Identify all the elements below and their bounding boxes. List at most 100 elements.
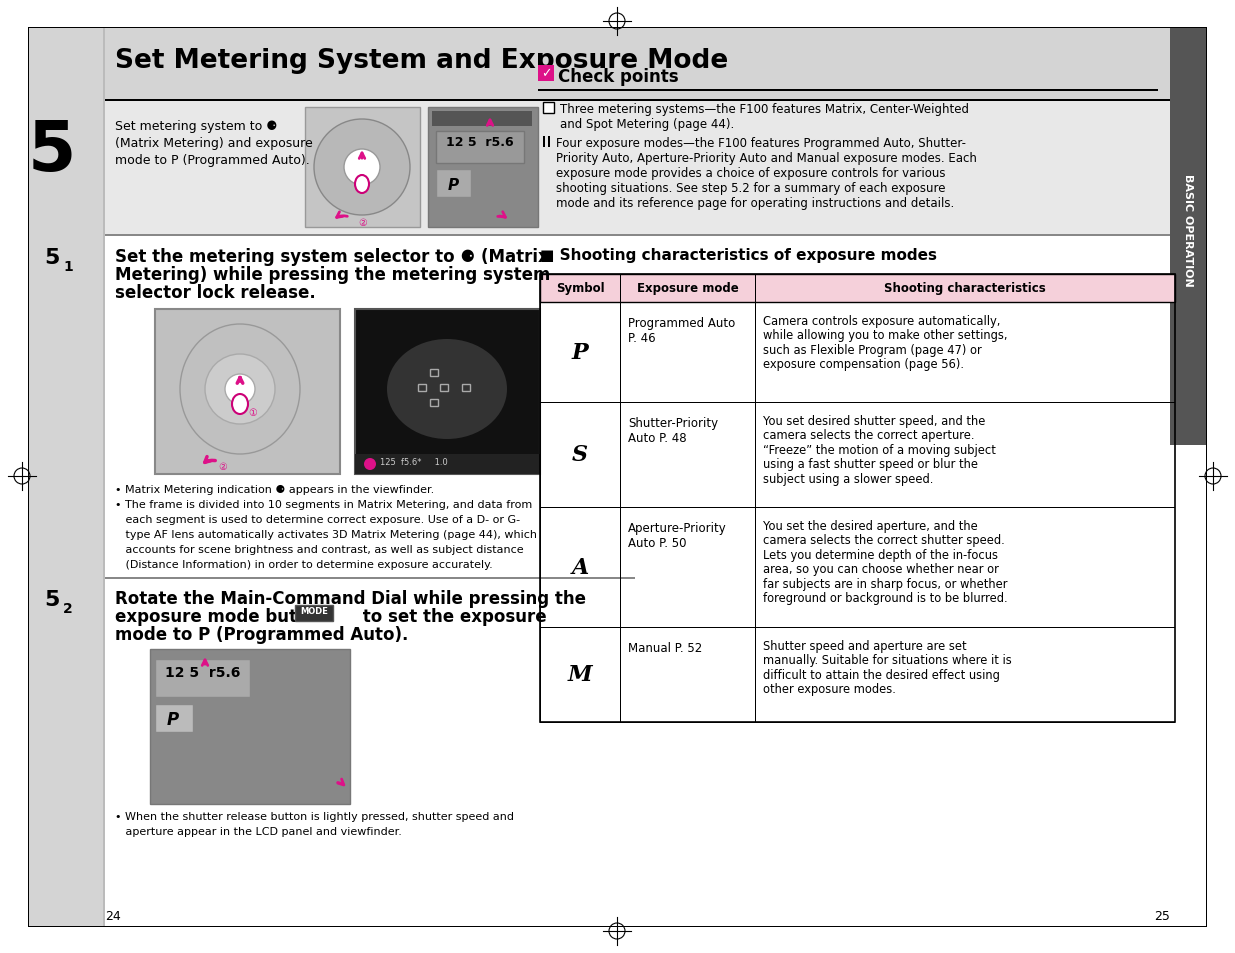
Text: subject using a slower speed.: subject using a slower speed. [763,473,934,485]
Bar [538,66,555,82]
Text: 24: 24 [105,909,121,923]
Ellipse shape [354,175,369,193]
Text: Lets you determine depth of the in-focus: Lets you determine depth of the in-focus [763,548,998,561]
Text: mode and its reference page for operating instructions and details.: mode and its reference page for operatin… [556,196,955,210]
Text: ②: ② [358,218,367,228]
Text: aperture appear in the LCD panel and viewfinder.: aperture appear in the LCD panel and vie… [115,826,401,836]
Circle shape [364,458,375,471]
Bar [295,605,333,621]
Text: far subjects are in sharp focus, or whether: far subjects are in sharp focus, or whet… [763,578,1008,590]
Text: exposure compensation (page 56).: exposure compensation (page 56). [763,358,965,371]
Bar [305,108,420,228]
Bar [540,274,1174,722]
Bar [436,170,471,198]
Text: Aperture-Priority: Aperture-Priority [629,521,726,535]
Text: 2: 2 [63,601,73,616]
Text: area, so you can choose whether near or: area, so you can choose whether near or [763,563,999,576]
Bar [432,112,532,127]
Text: S: S [572,444,588,466]
Text: Programmed Auto: Programmed Auto [629,316,735,330]
Text: M: M [568,664,593,686]
Bar [156,310,340,475]
Bar [540,722,1174,723]
Text: Metering) while pressing the metering system: Metering) while pressing the metering sy… [115,266,551,284]
Text: Auto P. 48: Auto P. 48 [629,432,687,444]
Text: Auto P. 50: Auto P. 50 [629,537,687,550]
Text: mode to P (Programmed Auto).: mode to P (Programmed Auto). [115,625,409,643]
Text: P: P [447,178,458,193]
Text: Set metering system to ⚈: Set metering system to ⚈ [115,120,278,132]
Bar [540,627,1174,629]
Text: ①: ① [248,408,257,417]
Text: “Freeze” the motion of a moving subject: “Freeze” the motion of a moving subject [763,443,995,456]
Text: You set desired shutter speed, and the: You set desired shutter speed, and the [763,415,986,428]
Text: • When the shutter release button is lightly pressed, shutter speed and: • When the shutter release button is lig… [115,811,514,821]
Text: Camera controls exposure automatically,: Camera controls exposure automatically, [763,314,1000,328]
Text: and Spot Metering (page 44).: and Spot Metering (page 44). [559,118,735,131]
Text: Rotate the Main-Command Dial while pressing the: Rotate the Main-Command Dial while press… [115,589,585,607]
Text: P: P [572,341,588,364]
Text: foreground or background is to be blurred.: foreground or background is to be blurre… [763,592,1008,605]
Text: manually. Suitable for situations where it is: manually. Suitable for situations where … [763,654,1011,667]
Bar [440,385,448,392]
Text: other exposure modes.: other exposure modes. [763,682,895,696]
Text: Exposure mode: Exposure mode [637,282,739,295]
Bar [462,385,471,392]
Bar [105,28,1195,234]
Text: ■ Shooting characteristics of exposure modes: ■ Shooting characteristics of exposure m… [540,248,937,263]
Text: Four exposure modes—the F100 features Programmed Auto, Shutter-: Four exposure modes—the F100 features Pr… [556,137,966,150]
Text: 5: 5 [44,589,59,609]
Bar [28,28,1207,29]
Text: (Distance Information) in order to determine exposure accurately.: (Distance Information) in order to deter… [115,559,493,569]
Bar [156,704,193,732]
Text: Shooting characteristics: Shooting characteristics [884,282,1046,295]
Text: Shutter-Priority: Shutter-Priority [629,416,718,430]
Text: type AF lens automatically activates 3D Matrix Metering (page 44), which: type AF lens automatically activates 3D … [115,530,537,539]
Bar [149,649,350,804]
Text: exposure mode button      to set the exposure: exposure mode button to set the exposure [115,607,547,625]
Circle shape [345,150,380,186]
Text: MODE: MODE [300,606,329,616]
Bar [28,926,1207,927]
Bar [105,234,1170,236]
Text: difficult to attain the desired effect using: difficult to attain the desired effect u… [763,668,1000,681]
Text: 12 5  r5.6: 12 5 r5.6 [446,136,514,149]
Bar [540,507,1174,509]
Text: • Matrix Metering indication ⚈ appears in the viewfinder.: • Matrix Metering indication ⚈ appears i… [115,484,435,495]
Bar [543,137,545,148]
Text: mode to P (Programmed Auto).: mode to P (Programmed Auto). [115,153,310,167]
Text: 1: 1 [63,260,73,274]
Text: camera selects the correct aperture.: camera selects the correct aperture. [763,429,974,442]
Text: camera selects the correct shutter speed.: camera selects the correct shutter speed… [763,534,1005,547]
Text: Set Metering System and Exposure Mode: Set Metering System and Exposure Mode [115,48,729,74]
Bar [538,90,1158,91]
Bar [105,100,1170,102]
Bar [417,385,426,392]
Bar [429,108,538,228]
Text: ②: ② [219,461,227,472]
Text: P: P [167,710,179,728]
Text: Check points: Check points [558,68,678,86]
Text: Shutter speed and aperture are set: Shutter speed and aperture are set [763,639,967,652]
Text: Set the metering system selector to ⚈ (Matrix: Set the metering system selector to ⚈ (M… [115,248,548,266]
Text: accounts for scene brightness and contrast, as well as subject distance: accounts for scene brightness and contra… [115,544,524,555]
Text: 125  f5.6*     1.0: 125 f5.6* 1.0 [380,457,448,467]
Text: exposure mode provides a choice of exposure controls for various: exposure mode provides a choice of expos… [556,167,946,180]
Text: 5: 5 [44,248,59,268]
Text: 25: 25 [1155,909,1170,923]
Bar [354,455,540,475]
Bar [430,399,438,407]
Text: You set the desired aperture, and the: You set the desired aperture, and the [763,519,978,533]
Text: A: A [572,557,589,578]
Bar [543,103,555,113]
Text: (Matrix Metering) and exposure: (Matrix Metering) and exposure [115,137,312,150]
Text: ✓: ✓ [541,67,551,80]
Bar [103,28,105,926]
Circle shape [225,375,254,405]
Bar [28,28,103,926]
Bar [540,274,1174,303]
Text: 5: 5 [28,118,77,185]
Text: shooting situations. See step 5.2 for a summary of each exposure: shooting situations. See step 5.2 for a … [556,182,946,194]
Text: while allowing you to make other settings,: while allowing you to make other setting… [763,329,1008,342]
Text: Three metering systems—the F100 features Matrix, Center-Weighted: Three metering systems—the F100 features… [559,103,969,116]
